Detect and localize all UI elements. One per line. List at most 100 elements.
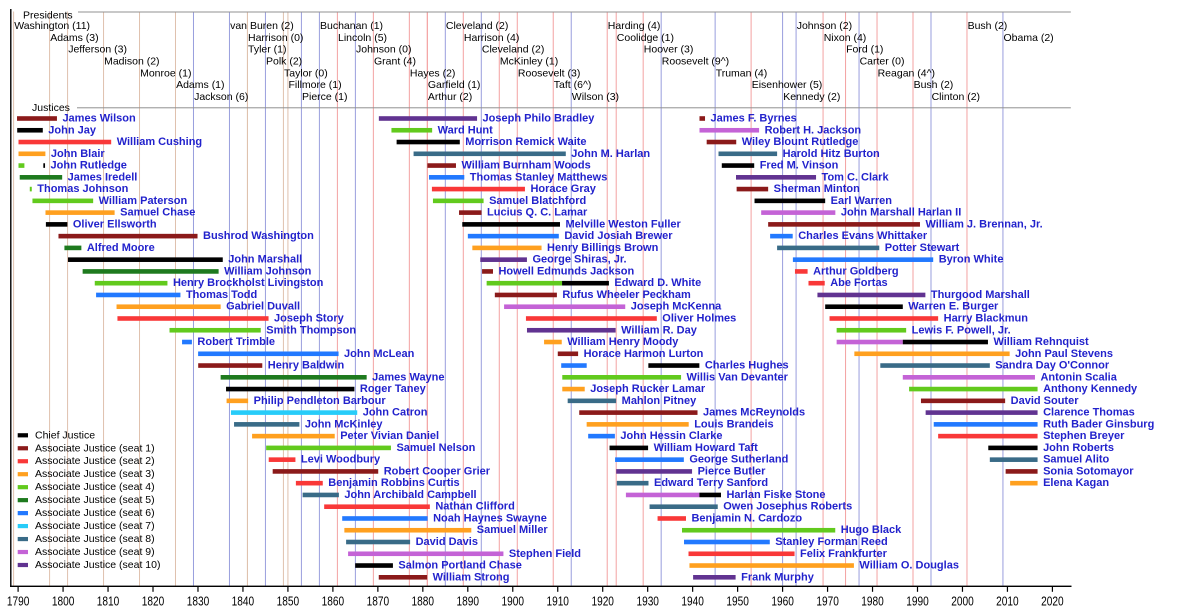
svg-text:Polk (2): Polk (2) — [266, 55, 302, 67]
svg-text:Adams (3): Adams (3) — [50, 32, 98, 44]
svg-text:Joseph Story: Joseph Story — [274, 313, 345, 325]
svg-text:Nixon (4): Nixon (4) — [824, 32, 867, 44]
svg-text:Sonia Sotomayor: Sonia Sotomayor — [1043, 465, 1134, 477]
svg-text:1860: 1860 — [322, 595, 345, 607]
svg-text:Frank Murphy: Frank Murphy — [741, 571, 815, 583]
svg-text:1910: 1910 — [546, 595, 569, 607]
svg-text:Eisenhower (5): Eisenhower (5) — [752, 79, 823, 91]
svg-text:McKinley (1): McKinley (1) — [500, 55, 558, 67]
svg-text:Associate Justice (seat 6): Associate Justice (seat 6) — [35, 507, 155, 519]
svg-text:Pierce Butler: Pierce Butler — [698, 465, 767, 477]
svg-text:Associate Justice (seat 10): Associate Justice (seat 10) — [35, 559, 160, 571]
svg-text:Gabriel Duvall: Gabriel Duvall — [226, 301, 300, 313]
svg-text:William Rehnquist: William Rehnquist — [993, 336, 1089, 348]
svg-text:Potter Stewart: Potter Stewart — [885, 242, 960, 254]
svg-text:Hoover (3): Hoover (3) — [644, 44, 694, 56]
svg-text:1800: 1800 — [52, 595, 75, 607]
svg-text:Mahlon Pitney: Mahlon Pitney — [622, 395, 697, 407]
svg-text:1820: 1820 — [142, 595, 165, 607]
svg-text:James Iredell: James Iredell — [68, 171, 138, 183]
svg-text:William Strong: William Strong — [433, 571, 510, 583]
svg-text:1940: 1940 — [681, 595, 704, 607]
svg-text:Wilson (3): Wilson (3) — [572, 91, 619, 103]
svg-text:van Buren (2): van Buren (2) — [230, 20, 294, 32]
svg-text:Obama (2): Obama (2) — [1004, 32, 1054, 44]
svg-text:Charles Hughes: Charles Hughes — [705, 360, 789, 372]
svg-text:Stephen Field: Stephen Field — [509, 548, 581, 560]
svg-text:Oliver Ellsworth: Oliver Ellsworth — [73, 218, 157, 230]
svg-text:Peter Vivian Daniel: Peter Vivian Daniel — [340, 430, 439, 442]
svg-text:Stanley Forman Reed: Stanley Forman Reed — [775, 536, 887, 548]
svg-text:Horace Harmon Lurton: Horace Harmon Lurton — [584, 348, 704, 360]
svg-text:Bush (2): Bush (2) — [914, 79, 954, 91]
svg-text:Associate Justice (seat 9): Associate Justice (seat 9) — [35, 546, 155, 558]
svg-text:1930: 1930 — [636, 595, 659, 607]
svg-text:Owen Josephus Roberts: Owen Josephus Roberts — [723, 501, 852, 513]
svg-text:1890: 1890 — [457, 595, 480, 607]
svg-text:Lincoln (5): Lincoln (5) — [338, 32, 387, 44]
svg-text:Henry Baldwin: Henry Baldwin — [268, 360, 345, 372]
svg-text:Thomas Johnson: Thomas Johnson — [37, 183, 128, 195]
svg-text:Associate Justice (seat 2): Associate Justice (seat 2) — [35, 455, 155, 467]
svg-text:Oliver Holmes: Oliver Holmes — [662, 313, 736, 325]
svg-text:Felix Frankfurter: Felix Frankfurter — [800, 548, 888, 560]
svg-text:Associate Justice (seat 3): Associate Justice (seat 3) — [35, 468, 155, 480]
svg-text:John Jay: John Jay — [48, 124, 97, 136]
svg-text:Robert H. Jackson: Robert H. Jackson — [765, 124, 862, 136]
svg-text:George Shiras, Jr.: George Shiras, Jr. — [532, 254, 626, 266]
svg-text:Coolidge (1): Coolidge (1) — [617, 32, 674, 44]
svg-text:Earl Warren: Earl Warren — [831, 195, 893, 207]
svg-text:Reagan (4^): Reagan (4^) — [878, 67, 935, 79]
svg-text:Morrison Remick Waite: Morrison Remick Waite — [465, 136, 586, 148]
svg-text:Clarence Thomas: Clarence Thomas — [1043, 407, 1135, 419]
svg-text:Howell Edmunds Jackson: Howell Edmunds Jackson — [498, 265, 634, 277]
svg-text:Elena Kagan: Elena Kagan — [1043, 477, 1109, 489]
svg-text:1900: 1900 — [502, 595, 525, 607]
svg-text:Louis Brandeis: Louis Brandeis — [694, 418, 773, 430]
svg-text:1920: 1920 — [591, 595, 614, 607]
svg-text:Smith Thompson: Smith Thompson — [266, 324, 356, 336]
svg-text:2010: 2010 — [996, 595, 1019, 607]
svg-text:Stephen Breyer: Stephen Breyer — [1043, 430, 1125, 442]
svg-text:Fred M. Vinson: Fred M. Vinson — [760, 160, 839, 172]
svg-text:1970: 1970 — [816, 595, 839, 607]
svg-text:Sandra Day O'Connor: Sandra Day O'Connor — [995, 360, 1110, 372]
svg-text:Justices: Justices — [32, 102, 70, 114]
svg-text:Alfred Moore: Alfred Moore — [87, 242, 155, 254]
svg-text:Warren E. Burger: Warren E. Burger — [908, 301, 999, 313]
svg-text:John Marshall: John Marshall — [228, 254, 302, 266]
svg-text:George Sutherland: George Sutherland — [689, 454, 788, 466]
svg-text:Cleveland (2): Cleveland (2) — [446, 20, 508, 32]
svg-text:William Burnham Woods: William Burnham Woods — [461, 160, 590, 172]
svg-text:Arthur Goldberg: Arthur Goldberg — [813, 265, 899, 277]
svg-text:1880: 1880 — [412, 595, 435, 607]
svg-text:Harlan Fiske Stone: Harlan Fiske Stone — [726, 489, 825, 501]
svg-text:Anthony Kennedy: Anthony Kennedy — [1043, 383, 1138, 395]
svg-text:Roosevelt (9^): Roosevelt (9^) — [662, 55, 729, 67]
svg-text:Henry Brockholst Livingston: Henry Brockholst Livingston — [173, 277, 324, 289]
svg-text:William Howard Taft: William Howard Taft — [654, 442, 759, 454]
svg-text:John Blair: John Blair — [51, 148, 106, 160]
svg-text:Fillmore (1): Fillmore (1) — [289, 79, 342, 91]
svg-text:Samuel Alito: Samuel Alito — [1043, 454, 1109, 466]
svg-text:John Archibald Campbell: John Archibald Campbell — [344, 489, 476, 501]
svg-text:Benjamin Robbins Curtis: Benjamin Robbins Curtis — [328, 477, 459, 489]
svg-text:Tom C. Clark: Tom C. Clark — [822, 171, 890, 183]
svg-text:Taft (6^): Taft (6^) — [554, 79, 592, 91]
svg-text:Associate Justice (seat 7): Associate Justice (seat 7) — [35, 520, 155, 532]
svg-text:Jackson (6): Jackson (6) — [194, 91, 248, 103]
svg-text:Presidents: Presidents — [23, 10, 73, 22]
svg-text:Salmon Portland Chase: Salmon Portland Chase — [398, 560, 521, 572]
svg-text:James Wayne: James Wayne — [372, 371, 444, 383]
svg-text:David Josiah Brewer: David Josiah Brewer — [564, 230, 673, 242]
svg-text:William Henry Moody: William Henry Moody — [567, 336, 679, 348]
svg-text:Kennedy (2): Kennedy (2) — [783, 91, 840, 103]
svg-text:Horace Gray: Horace Gray — [530, 183, 596, 195]
svg-text:John Paul Stevens: John Paul Stevens — [1015, 348, 1113, 360]
svg-text:Antonin Scalia: Antonin Scalia — [1040, 371, 1117, 383]
svg-text:Washington (11): Washington (11) — [14, 20, 90, 32]
svg-text:1850: 1850 — [277, 595, 300, 607]
svg-text:1980: 1980 — [861, 595, 884, 607]
svg-text:Rufus Wheeler Peckham: Rufus Wheeler Peckham — [562, 289, 691, 301]
svg-text:William J. Brennan, Jr.: William J. Brennan, Jr. — [925, 218, 1042, 230]
